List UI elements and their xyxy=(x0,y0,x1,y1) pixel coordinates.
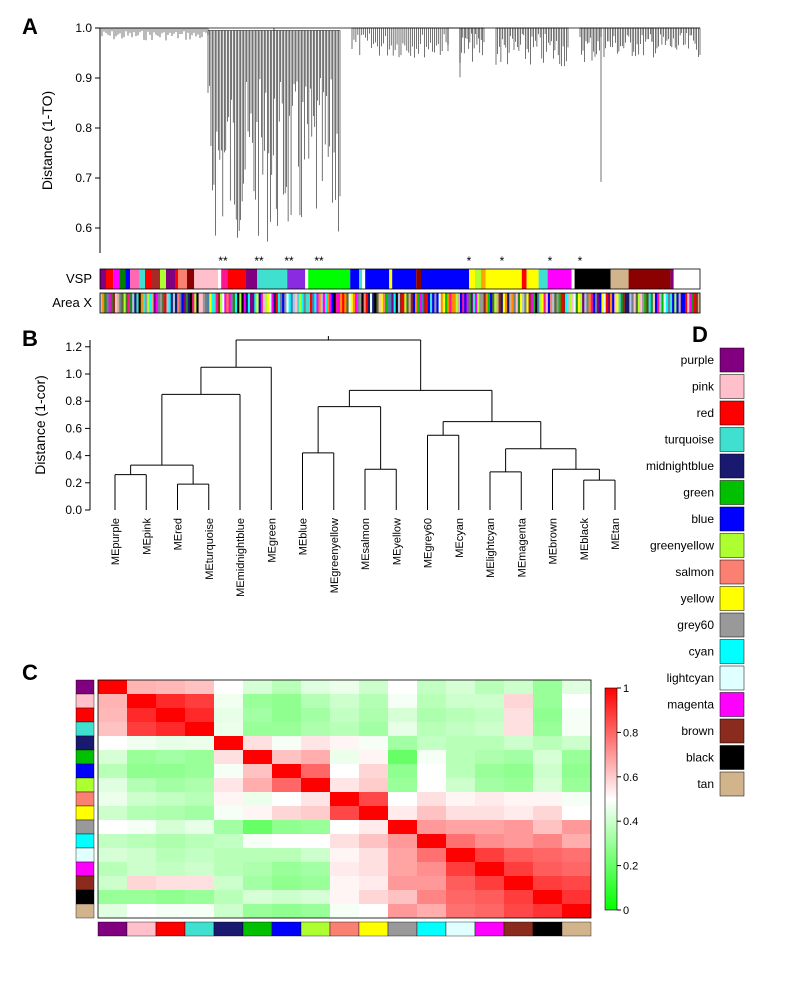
svg-text:MEmagenta: MEmagenta xyxy=(516,517,528,577)
svg-text:MElightcyan: MElightcyan xyxy=(485,518,497,578)
svg-text:tan: tan xyxy=(697,777,714,791)
svg-text:0.6: 0.6 xyxy=(65,421,82,435)
svg-text:cyan: cyan xyxy=(689,645,714,659)
svg-text:lightcyan: lightcyan xyxy=(667,671,714,685)
svg-text:Distance (1-TO): Distance (1-TO) xyxy=(39,91,55,190)
svg-text:*: * xyxy=(548,254,553,268)
svg-text:0.2: 0.2 xyxy=(623,861,638,873)
svg-text:yellow: yellow xyxy=(681,592,715,606)
svg-text:MEcyan: MEcyan xyxy=(454,518,466,558)
svg-text:*: * xyxy=(578,254,583,268)
svg-text:MEgreen: MEgreen xyxy=(266,518,278,563)
svg-text:MEgreenyellow: MEgreenyellow xyxy=(329,518,341,593)
svg-text:0.4: 0.4 xyxy=(65,449,82,463)
svg-text:MEpink: MEpink xyxy=(141,518,153,555)
svg-text:MEyellow: MEyellow xyxy=(391,518,403,565)
svg-text:B: B xyxy=(22,326,38,351)
svg-text:1: 1 xyxy=(623,683,629,695)
svg-text:0.2: 0.2 xyxy=(65,476,82,490)
svg-text:grey60: grey60 xyxy=(677,618,714,632)
svg-text:**: ** xyxy=(284,254,294,268)
svg-text:**: ** xyxy=(254,254,264,268)
svg-text:0: 0 xyxy=(623,905,629,917)
svg-text:salmon: salmon xyxy=(675,565,714,579)
svg-text:C: C xyxy=(22,660,38,685)
svg-text:*: * xyxy=(467,254,472,268)
svg-text:MEsalmon: MEsalmon xyxy=(360,518,372,570)
svg-text:0.0: 0.0 xyxy=(65,503,82,517)
svg-text:pink: pink xyxy=(692,380,715,394)
svg-text:midnightblue: midnightblue xyxy=(646,459,714,473)
svg-text:0.7: 0.7 xyxy=(75,171,92,185)
svg-text:MEblack: MEblack xyxy=(579,518,591,561)
svg-text:**: ** xyxy=(218,254,228,268)
svg-text:0.8: 0.8 xyxy=(65,394,82,408)
svg-text:*: * xyxy=(500,254,505,268)
svg-text:MEred: MEred xyxy=(173,518,185,550)
svg-text:red: red xyxy=(697,406,714,420)
svg-text:**: ** xyxy=(314,254,324,268)
svg-text:MEtan: MEtan xyxy=(610,518,622,550)
svg-text:Distance (1-cor): Distance (1-cor) xyxy=(32,375,48,475)
svg-text:A: A xyxy=(22,14,38,39)
svg-text:1.2: 1.2 xyxy=(65,340,82,354)
svg-text:magenta: magenta xyxy=(667,698,714,712)
svg-text:greenyellow: greenyellow xyxy=(650,539,714,553)
svg-text:0.8: 0.8 xyxy=(75,121,92,135)
svg-text:MEgrey60: MEgrey60 xyxy=(423,518,435,568)
svg-text:0.6: 0.6 xyxy=(623,772,638,784)
svg-text:MEbrown: MEbrown xyxy=(548,518,560,564)
figure-svg: A0.60.70.80.91.0Distance (1-TO)*********… xyxy=(10,10,782,974)
svg-text:0.6: 0.6 xyxy=(75,221,92,235)
svg-text:0.8: 0.8 xyxy=(623,727,638,739)
svg-text:MEmidnightblue: MEmidnightblue xyxy=(235,518,247,597)
svg-text:D: D xyxy=(692,322,708,347)
svg-text:green: green xyxy=(683,486,714,500)
svg-text:1.0: 1.0 xyxy=(75,21,92,35)
svg-text:purple: purple xyxy=(681,353,715,367)
svg-text:black: black xyxy=(686,751,715,765)
svg-text:0.4: 0.4 xyxy=(623,816,638,828)
svg-text:VSP: VSP xyxy=(66,271,92,286)
svg-text:turquoise: turquoise xyxy=(665,433,715,447)
svg-text:MEpurple: MEpurple xyxy=(110,518,122,565)
svg-text:1.0: 1.0 xyxy=(65,367,82,381)
svg-text:blue: blue xyxy=(691,512,714,526)
svg-text:0.9: 0.9 xyxy=(75,71,92,85)
svg-text:brown: brown xyxy=(681,724,714,738)
svg-text:MEturquoise: MEturquoise xyxy=(204,518,216,580)
svg-text:MEblue: MEblue xyxy=(298,518,310,555)
svg-text:Area X: Area X xyxy=(52,295,92,310)
figure-root: A0.60.70.80.91.0Distance (1-TO)*********… xyxy=(10,10,782,974)
